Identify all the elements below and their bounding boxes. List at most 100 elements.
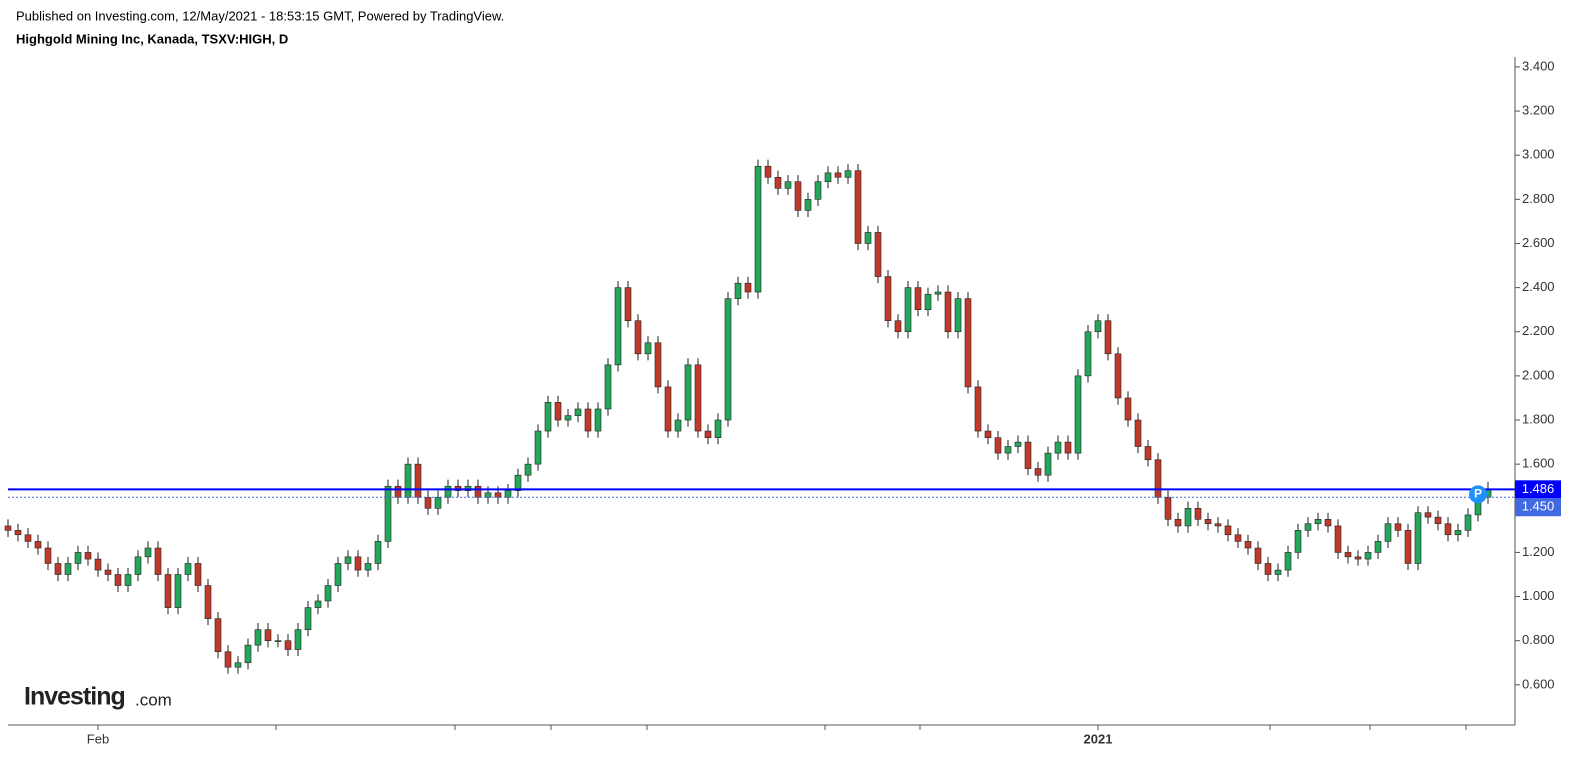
candle-body	[1084, 331, 1092, 377]
candle-body	[1134, 419, 1142, 447]
candle-body	[1424, 512, 1432, 518]
candle-body	[1204, 519, 1212, 525]
y-tick-label: 0.800	[1522, 632, 1555, 647]
candle-body	[864, 232, 872, 244]
candle-body	[844, 170, 852, 178]
candle-body	[94, 558, 102, 571]
price-label: 1.486	[1522, 481, 1555, 496]
y-tick-label: 2.600	[1522, 235, 1555, 250]
candle-body	[144, 547, 152, 558]
candle-body	[1234, 534, 1242, 542]
candle-body	[634, 320, 642, 355]
candle-body	[394, 485, 402, 498]
candle-body	[1334, 525, 1342, 553]
candle-body	[194, 563, 202, 586]
candle-body	[514, 474, 522, 491]
y-tick-label: 3.200	[1522, 103, 1555, 118]
candle-body	[614, 287, 622, 366]
candle-body	[174, 574, 182, 608]
candle-body	[804, 199, 812, 211]
candle-body	[1034, 468, 1042, 476]
y-tick-label: 1.600	[1522, 456, 1555, 471]
candle-body	[444, 485, 452, 498]
candle-body	[124, 574, 132, 586]
candle-body	[64, 563, 72, 575]
y-tick-label: 3.000	[1522, 147, 1555, 162]
y-tick-label: 2.200	[1522, 323, 1555, 338]
candle-body	[254, 629, 262, 646]
candle-body	[1094, 320, 1102, 333]
candle-body	[1244, 541, 1252, 549]
candle-body	[1194, 507, 1202, 520]
candle-body	[624, 287, 632, 322]
candle-body	[1224, 525, 1232, 536]
y-tick-label: 1.000	[1522, 588, 1555, 603]
candle-body	[1284, 552, 1292, 571]
candle-body	[264, 629, 272, 642]
candle-body	[1444, 523, 1452, 536]
candle-body	[324, 585, 332, 602]
candle-body	[184, 563, 192, 575]
candle-body	[1274, 569, 1282, 575]
candle-body	[654, 342, 662, 388]
y-tick-label: 1.800	[1522, 411, 1555, 426]
candle-body	[904, 287, 912, 333]
candle-body	[1434, 516, 1442, 525]
candle-body	[84, 552, 92, 560]
candle-body	[764, 165, 772, 178]
candle-body	[1004, 446, 1012, 454]
y-tick-label: 2.400	[1522, 279, 1555, 294]
candle-body	[744, 282, 752, 293]
logo-suffix: .com	[135, 690, 172, 709]
candle-body	[1384, 523, 1392, 542]
candle-body	[824, 172, 832, 182]
candle-body	[34, 541, 42, 549]
candle-body	[1104, 320, 1112, 355]
candle-body	[954, 298, 962, 333]
candle-body	[424, 496, 432, 509]
candle-body	[994, 437, 1002, 454]
candle-body	[24, 534, 32, 542]
candle-body	[214, 618, 222, 653]
candle-body	[344, 556, 352, 564]
candle-body	[314, 600, 322, 608]
candle-body	[834, 172, 842, 178]
candle-body	[534, 430, 542, 465]
price-label-box	[1515, 498, 1561, 517]
candle-body	[1314, 519, 1322, 525]
candle-body	[774, 176, 782, 189]
candle-body	[294, 629, 302, 650]
candle-body	[1454, 530, 1462, 536]
candle-body	[854, 170, 862, 244]
price-label: 1.450	[1522, 499, 1555, 514]
candle-body	[664, 386, 672, 432]
y-tick-label: 1.200	[1522, 544, 1555, 559]
candle-body	[544, 402, 552, 432]
price-label-box	[1515, 480, 1561, 499]
candle-body	[1064, 441, 1072, 454]
candle-body	[224, 651, 232, 668]
candle-body	[434, 496, 442, 509]
candle-body	[234, 662, 242, 668]
candle-body	[934, 291, 942, 295]
candle-body	[1024, 441, 1032, 469]
x-tick-label: Feb	[87, 731, 109, 746]
candle-body	[104, 569, 112, 575]
candle-body	[1374, 541, 1382, 553]
candle-body	[164, 574, 172, 608]
candle-body	[974, 386, 982, 432]
candle-body	[354, 556, 362, 571]
candle-body	[274, 640, 282, 643]
candle-body	[724, 298, 732, 421]
candle-body	[1264, 563, 1272, 575]
candle-body	[1014, 441, 1022, 447]
candle-body	[894, 320, 902, 333]
candle-body	[474, 485, 482, 498]
candle-body	[1074, 375, 1082, 454]
candle-body	[504, 490, 512, 498]
candle-body	[374, 541, 382, 564]
candle-body	[594, 408, 602, 432]
candle-body	[964, 298, 972, 388]
candle-body	[384, 485, 392, 542]
candle-body	[4, 525, 12, 531]
